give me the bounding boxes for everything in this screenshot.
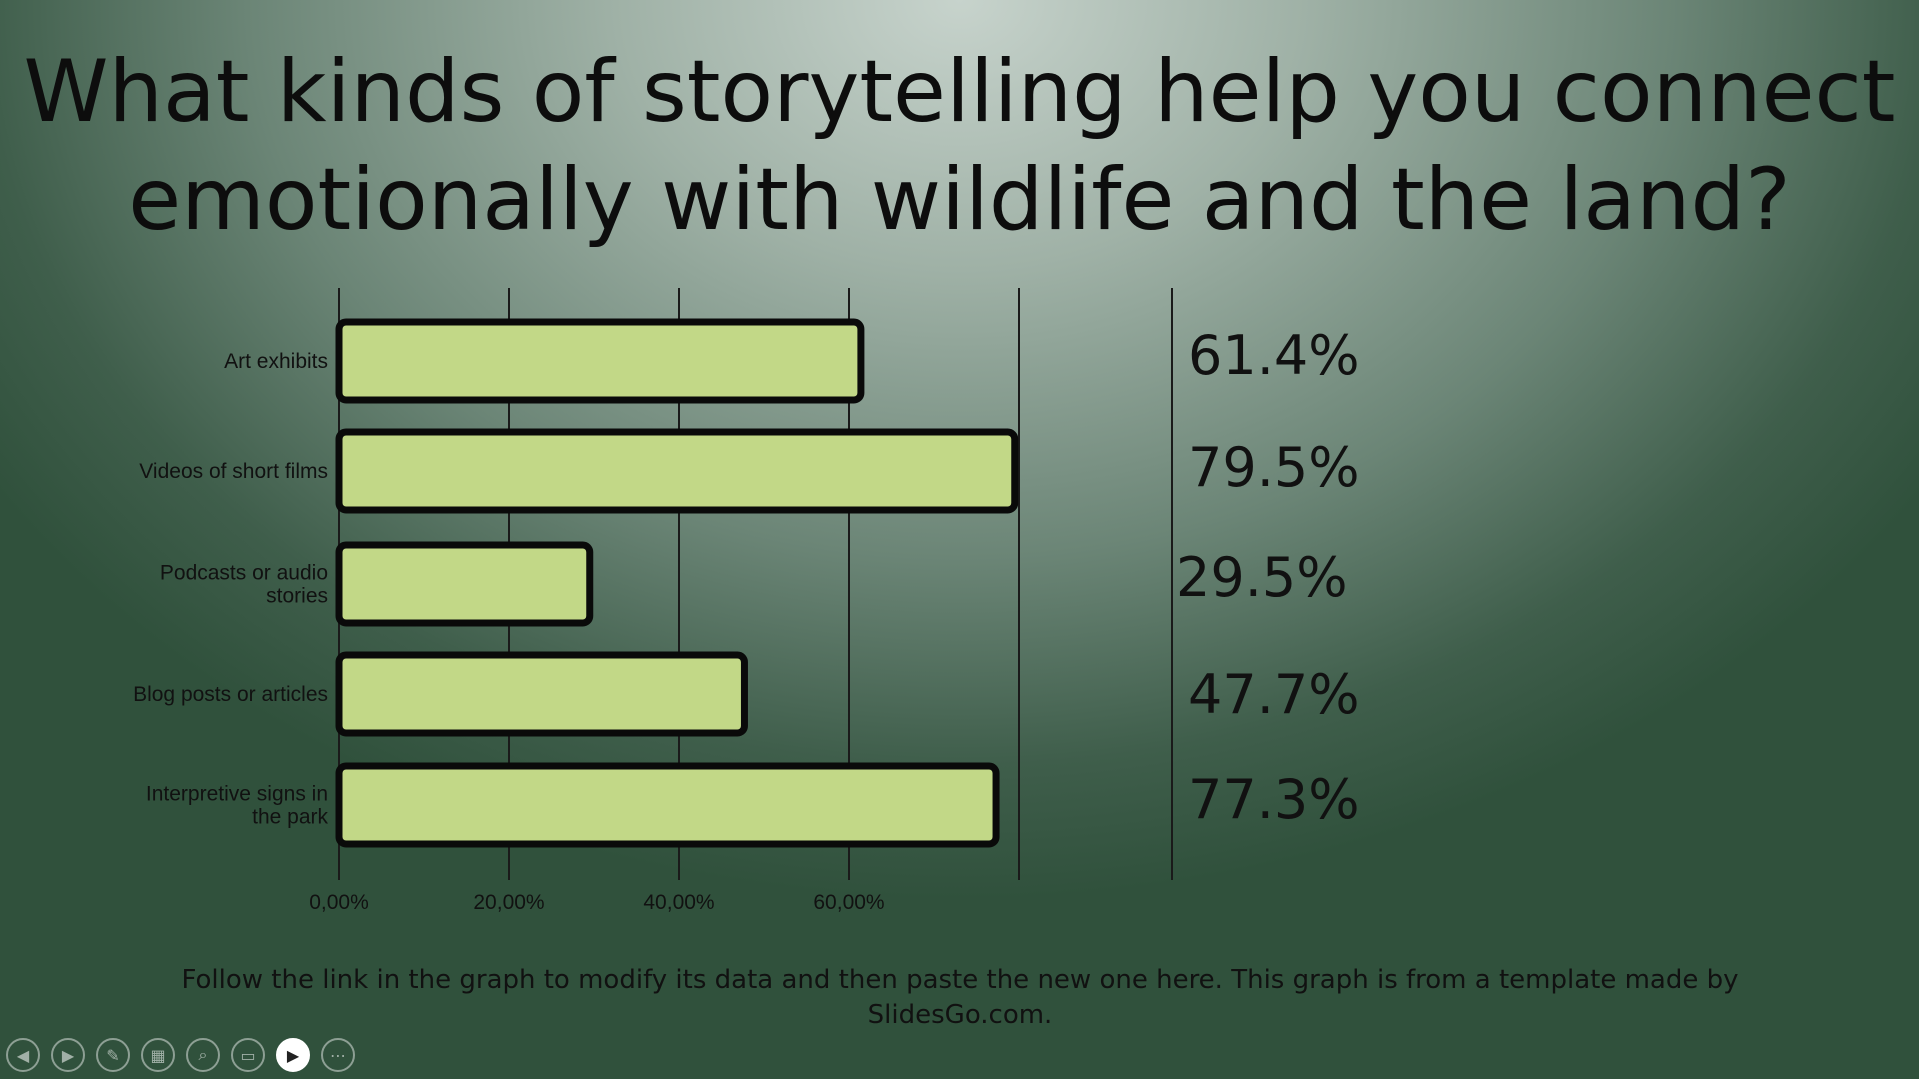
value-label-0: 61.4% — [1188, 324, 1360, 387]
title-line-2: emotionally with wildlife and the land? — [128, 150, 1791, 250]
value-label-2: 29.5% — [1176, 546, 1348, 609]
x-tick-label-2: 40,00% — [643, 891, 714, 914]
category-label-0: Art exhibits — [224, 350, 328, 373]
camera-icon: ▶ — [286, 1045, 300, 1065]
category-label-3: Blog posts or articles — [133, 683, 328, 706]
slides-grid-button[interactable]: ▦ — [141, 1038, 175, 1072]
zoom-button[interactable]: ⌕ — [186, 1038, 220, 1072]
presentation-toolbar: ◀ ▶ ✎ ▦ ⌕ ▭ ▶ ⋯ — [6, 1038, 355, 1074]
subtitles-icon: ▭ — [240, 1045, 256, 1065]
x-tick-label-1: 20,00% — [473, 891, 544, 914]
footnote-line-1: Follow the link in the graph to modify i… — [181, 965, 1739, 995]
camera-button[interactable]: ▶ — [276, 1038, 310, 1072]
pen-icon: ✎ — [106, 1045, 120, 1065]
value-label-1: 79.5% — [1188, 436, 1360, 499]
bar-4 — [335, 762, 1000, 848]
next-arrow-button[interactable]: ▶ — [51, 1038, 85, 1072]
bar-chart: Art exhibits Videos of short films Podcast… — [133, 288, 1360, 914]
subtitles-button[interactable]: ▭ — [231, 1038, 265, 1072]
x-tick-label-0: 0,00% — [309, 891, 369, 914]
title-line-1: What kinds of storytelling help you conn… — [23, 42, 1896, 142]
previous-arrow-button[interactable]: ◀ — [6, 1038, 40, 1072]
value-labels: 61.4% 79.5% 29.5% 47.7% 77.3% — [1176, 324, 1360, 831]
value-label-4: 77.3% — [1188, 768, 1360, 831]
category-label-4: Interpretive signs in the park — [146, 783, 329, 829]
pen-button[interactable]: ✎ — [96, 1038, 130, 1072]
bar-0 — [335, 318, 865, 404]
bars — [335, 318, 1019, 848]
bar-3 — [335, 651, 748, 737]
bar-1 — [335, 428, 1019, 514]
footnote-line-2: SlidesGo.com. — [867, 1000, 1053, 1030]
more-options-button[interactable]: ⋯ — [321, 1038, 355, 1072]
x-tick-labels: 0,00% 20,00% 40,00% 60,00% — [309, 891, 884, 914]
value-label-3: 47.7% — [1188, 663, 1360, 726]
category-label-2: Podcasts or audio stories — [160, 562, 328, 608]
category-labels: Art exhibits Videos of short films Podcast… — [133, 350, 328, 829]
more-options-icon: ⋯ — [330, 1045, 346, 1065]
bar-2 — [335, 541, 594, 627]
slides-grid-icon: ▦ — [150, 1045, 166, 1065]
slide-title: What kinds of storytelling help you conn… — [0, 38, 1919, 254]
next-arrow-icon: ▶ — [61, 1045, 75, 1065]
previous-arrow-icon: ◀ — [16, 1045, 30, 1065]
x-tick-label-3: 60,00% — [813, 891, 884, 914]
category-label-1: Videos of short films — [139, 460, 328, 483]
footnote: Follow the link in the graph to modify i… — [180, 963, 1740, 1033]
zoom-icon: ⌕ — [198, 1045, 208, 1064]
